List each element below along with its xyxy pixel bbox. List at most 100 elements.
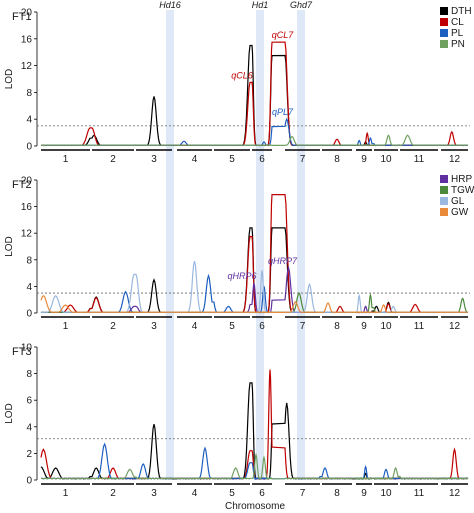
legend-label-gl: GL [451, 196, 465, 207]
chromosome-label-10: 10 [380, 488, 392, 499]
highlight-band-hd16 [166, 10, 174, 480]
legend-swatch-gl [440, 197, 448, 205]
panel-label: FT2 [12, 179, 32, 191]
series-line-pn [40, 452, 469, 480]
y-tick-label: 10 [21, 343, 33, 354]
legend-label-cl: CL [451, 17, 464, 28]
chromosome-label-10: 10 [380, 154, 392, 165]
legend-swatch-dth [440, 7, 448, 15]
gene-label-ghd7: Ghd7 [290, 0, 313, 10]
legend-swatch-hrp [440, 175, 448, 183]
chromosome-label-12: 12 [449, 321, 461, 332]
series-line-gw [40, 294, 469, 314]
chromosome-label-6: 6 [259, 321, 265, 332]
chromosome-label-11: 11 [414, 488, 425, 499]
y-tick-label: 16 [21, 202, 33, 213]
gene-highlight-bands [166, 10, 305, 480]
panel-label: FT3 [12, 346, 32, 358]
chromosome-label-5: 5 [229, 321, 235, 332]
series-line-cl [41, 41, 469, 147]
legend-label-dth: DTH [451, 6, 472, 17]
legend-swatch-pl [440, 29, 448, 37]
annotation-qhrp6: qHRP6 [227, 271, 256, 281]
chromosome-label-6: 6 [259, 488, 265, 499]
legend-label-hrp: HRP [451, 174, 472, 185]
chromosome-label-5: 5 [229, 154, 235, 165]
y-tick-label: 16 [21, 34, 33, 45]
highlight-band-hd1 [256, 10, 264, 480]
legend-label-pn: PN [451, 39, 465, 50]
annotation-qpl7: qPL7 [272, 107, 294, 117]
chromosome-label-5: 5 [229, 488, 235, 499]
legend-swatch-cl [440, 18, 448, 26]
y-tick-label: 0 [26, 476, 32, 487]
x-axis-label: Chromosome [225, 501, 285, 512]
y-tick-label: 20 [21, 8, 33, 19]
chromosome-label-2: 2 [110, 488, 116, 499]
annotation-qcl6: qCL6 [231, 70, 253, 80]
legend-label-tgw: TGW [451, 185, 474, 196]
legend-label-gw: GW [451, 207, 469, 218]
chromosome-label-11: 11 [414, 154, 425, 165]
y-tick-label: 8 [26, 255, 32, 266]
chromosome-label-1: 1 [63, 154, 69, 165]
y-axis-label: LOD [4, 236, 15, 257]
chromosome-label-10: 10 [380, 321, 392, 332]
y-tick-label: 4 [26, 422, 32, 433]
y-tick-label: 8 [26, 369, 32, 380]
legend-swatch-pn [440, 40, 448, 48]
chromosome-label-3: 3 [151, 488, 157, 499]
y-axis-label: LOD [4, 69, 15, 90]
y-tick-label: 8 [26, 88, 32, 99]
chromosome-label-1: 1 [63, 488, 69, 499]
series-line-pn [41, 134, 469, 147]
chromosome-label-7: 7 [300, 321, 306, 332]
chromosome-label-12: 12 [449, 154, 461, 165]
chromosome-label-9: 9 [361, 154, 367, 165]
chromosome-label-4: 4 [192, 154, 198, 165]
y-tick-label: 4 [26, 282, 32, 293]
chromosome-label-7: 7 [300, 154, 306, 165]
chromosome-label-6: 6 [259, 154, 265, 165]
chromosome-label-2: 2 [110, 321, 116, 332]
chromosome-label-2: 2 [110, 154, 116, 165]
chromosome-label-3: 3 [151, 154, 157, 165]
panel-label: FT1 [12, 11, 32, 23]
annotation-qcl7: qCL7 [272, 30, 295, 40]
gene-labels: Hd16 Hd1 Ghd7 [159, 0, 313, 10]
highlight-band-ghd7 [297, 10, 305, 480]
chromosome-label-8: 8 [334, 321, 340, 332]
chromosome-label-7: 7 [300, 488, 306, 499]
gene-label-hd16: Hd16 [159, 0, 181, 10]
series-line-cl [40, 194, 469, 314]
y-axis-label: LOD [4, 403, 15, 424]
y-tick-label: 2 [26, 449, 32, 460]
chromosome-label-8: 8 [334, 488, 340, 499]
y-tick-label: 0 [26, 142, 32, 153]
chromosome-label-11: 11 [414, 321, 425, 332]
chromosome-label-1: 1 [63, 321, 69, 332]
chromosome-label-8: 8 [334, 154, 340, 165]
y-tick-label: 6 [26, 396, 32, 407]
chromosome-label-12: 12 [449, 488, 461, 499]
y-tick-label: 4 [26, 115, 32, 126]
chromosome-label-4: 4 [192, 488, 198, 499]
legend-swatch-gw [440, 208, 448, 216]
y-tick-label: 12 [21, 61, 33, 72]
legend-swatch-tgw [440, 186, 448, 194]
y-tick-label: 0 [26, 309, 32, 320]
y-tick-label: 12 [21, 229, 33, 240]
chromosome-label-9: 9 [361, 321, 367, 332]
gene-label-hd1: Hd1 [252, 0, 269, 10]
legend-label-pl: PL [451, 28, 464, 39]
chromosome-label-9: 9 [361, 488, 367, 499]
chromosome-label-4: 4 [192, 321, 198, 332]
annotation-qhrp7: qHRP7 [268, 256, 298, 266]
chromosome-label-3: 3 [151, 321, 157, 332]
y-tick-label: 20 [21, 176, 33, 187]
